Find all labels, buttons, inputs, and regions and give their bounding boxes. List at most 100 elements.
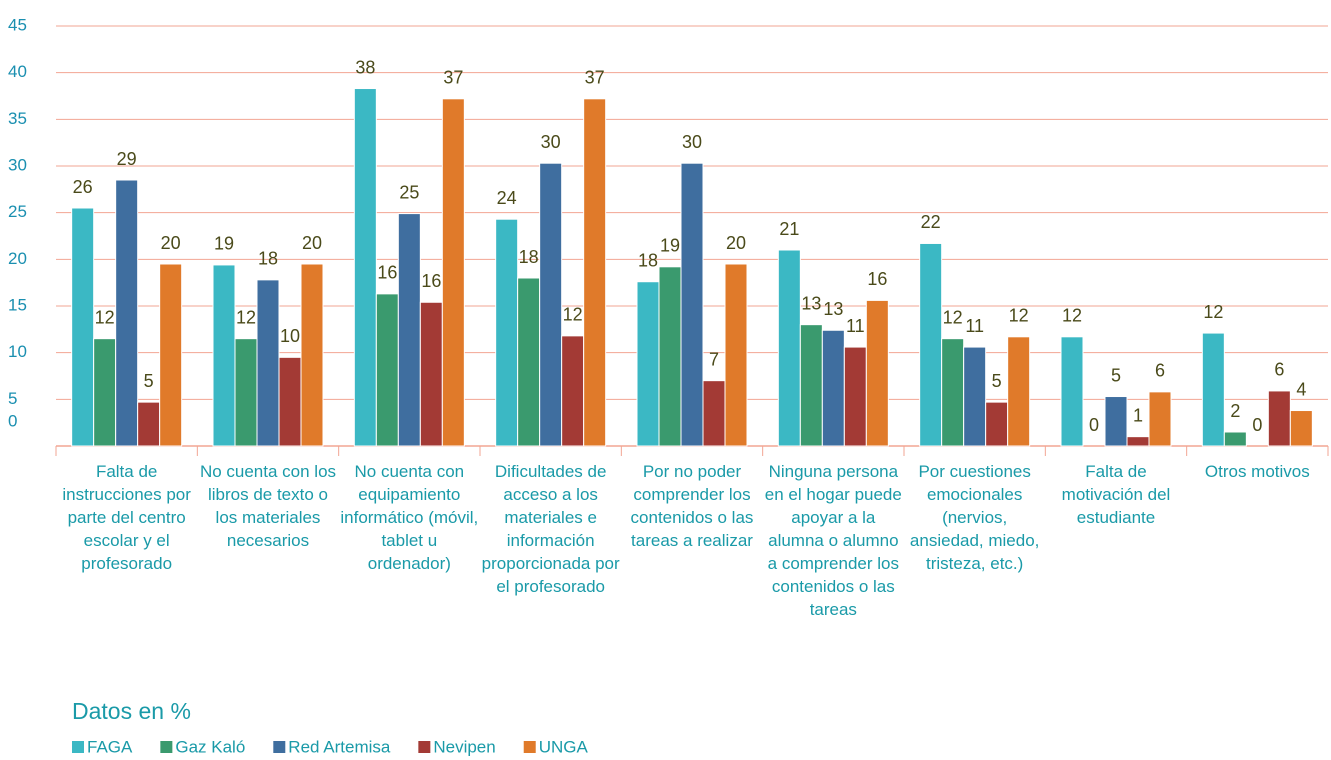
x-tick-label: Otros motivos — [1204, 462, 1310, 481]
legend-label: FAGA — [87, 737, 133, 756]
bar — [159, 263, 183, 447]
value-label: 5 — [144, 371, 154, 391]
value-label: 37 — [585, 68, 605, 88]
bar — [1104, 396, 1128, 447]
bar — [1126, 436, 1150, 447]
bar — [963, 346, 987, 447]
bar — [1007, 336, 1031, 447]
value-label: 6 — [1274, 360, 1284, 380]
bar — [843, 346, 867, 447]
value-label: 19 — [660, 236, 680, 256]
bar — [865, 299, 889, 447]
bar — [985, 401, 1009, 447]
bar — [419, 301, 443, 447]
value-label: 29 — [117, 149, 137, 169]
bar — [799, 324, 823, 447]
legend-label: UNGA — [539, 737, 589, 756]
value-label: 5 — [992, 371, 1002, 391]
bar — [919, 242, 943, 447]
legend-swatch — [72, 741, 84, 753]
x-tick-label: No cuenta con equipamiento informático (… — [340, 462, 479, 573]
value-label: 12 — [236, 307, 256, 327]
bar — [583, 98, 607, 447]
value-label: 13 — [801, 293, 821, 313]
value-label: 12 — [563, 305, 583, 325]
value-label: 18 — [519, 247, 539, 267]
value-label: 7 — [709, 349, 719, 369]
x-tick-label: Falta de motivación del estudiante — [1061, 462, 1171, 527]
value-label: 22 — [921, 212, 941, 232]
bar — [777, 249, 801, 447]
value-label: 38 — [355, 57, 375, 77]
y-tick-label: 5 — [8, 389, 17, 408]
y-tick-label: 45 — [8, 15, 27, 34]
bar — [1201, 332, 1225, 447]
bar — [1289, 410, 1313, 447]
value-label: 0 — [1252, 415, 1262, 435]
value-label: 21 — [779, 219, 799, 239]
value-label: 25 — [399, 182, 419, 202]
legend-label: Nevipen — [433, 737, 495, 756]
legend-swatch — [273, 741, 286, 753]
value-label: 16 — [377, 263, 397, 283]
value-label: 20 — [161, 233, 181, 253]
legend-label: Gaz Kaló — [175, 737, 245, 756]
legend-swatch — [523, 741, 536, 753]
bar — [397, 213, 421, 447]
value-label: 20 — [726, 233, 746, 253]
value-label: 20 — [302, 233, 322, 253]
value-label: 24 — [497, 188, 517, 208]
value-label: 5 — [1111, 365, 1121, 385]
value-label: 10 — [280, 326, 300, 346]
bar — [115, 179, 139, 447]
bar — [517, 277, 541, 447]
bar — [1223, 431, 1247, 447]
value-label: 30 — [541, 132, 561, 152]
bar — [724, 263, 748, 447]
bar — [680, 162, 704, 447]
bar — [561, 335, 585, 447]
x-tick-label: Falta de instrucciones por parte del cen… — [62, 462, 191, 573]
bar — [278, 356, 302, 447]
bar — [1267, 390, 1291, 447]
value-label: 18 — [638, 250, 658, 270]
bar — [1060, 336, 1084, 447]
value-label: 0 — [1089, 415, 1099, 435]
x-tick-label: Por cuestiones emocionales (nervios, ans… — [909, 462, 1040, 573]
y-tick-label: 0 — [8, 411, 17, 430]
bar — [941, 338, 965, 447]
bar — [93, 338, 117, 447]
value-label: 2 — [1230, 401, 1240, 421]
value-label: 16 — [421, 271, 441, 291]
value-label: 4 — [1296, 379, 1306, 399]
value-label: 16 — [867, 269, 887, 289]
bar — [702, 380, 726, 447]
bar — [1148, 391, 1172, 447]
value-label: 11 — [965, 316, 984, 336]
value-label: 12 — [1009, 306, 1029, 326]
value-label: 26 — [73, 177, 93, 197]
y-tick-label: 10 — [8, 342, 27, 361]
y-tick-label: 25 — [8, 202, 27, 221]
bar — [71, 207, 95, 447]
legend-swatch — [160, 741, 173, 753]
value-label: 11 — [846, 316, 865, 336]
x-tick-label: Dificultades de acceso a los materiales … — [481, 462, 620, 596]
x-tick-label: No cuenta con los libros de texto o los … — [199, 462, 337, 550]
bar — [539, 162, 563, 447]
y-tick-label: 15 — [8, 295, 27, 314]
value-label: 6 — [1155, 361, 1165, 381]
legend-swatch — [418, 741, 431, 753]
value-label: 30 — [682, 132, 702, 152]
value-label: 12 — [943, 307, 963, 327]
bar — [137, 401, 161, 447]
bar — [353, 88, 377, 447]
value-label: 19 — [214, 234, 234, 254]
value-label: 37 — [443, 68, 463, 88]
subtitle: Datos en % — [72, 698, 191, 724]
legend-label: Red Artemisa — [288, 737, 391, 756]
y-tick-label: 30 — [8, 155, 27, 174]
bar — [234, 338, 258, 447]
value-label: 13 — [823, 299, 843, 319]
